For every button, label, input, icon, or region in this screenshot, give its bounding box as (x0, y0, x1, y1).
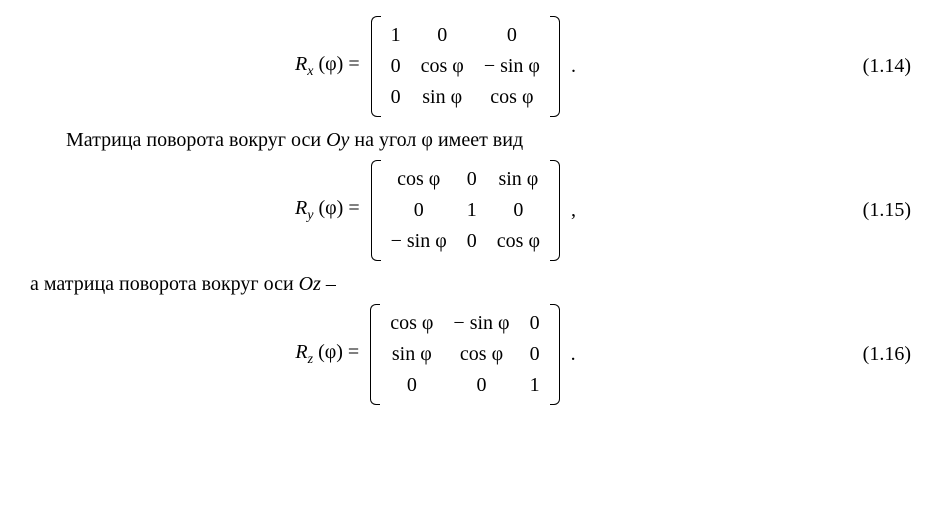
eq1-cell: 0 (381, 51, 411, 82)
para2-text1: а матрица поворота вокруг оси (30, 273, 299, 295)
eq3-cell: − sin φ (443, 308, 519, 339)
eq3-cell: 0 (443, 370, 519, 401)
eq2-punct: , (571, 197, 576, 224)
eq1-subscript: x (307, 64, 313, 79)
eq3-number: (1.16) (841, 341, 911, 368)
equation-1-content: Rx (φ) = 1 0 0 0 cos φ − sin φ 0 sin φ c… (30, 16, 841, 117)
eq1-cell: 0 (381, 82, 411, 113)
para1-text2: на угол (349, 129, 421, 151)
eq3-arg: (φ) = (318, 341, 359, 363)
eq1-cell: 0 (474, 20, 550, 51)
eq2-cell: cos φ (381, 164, 457, 195)
eq2-cell: 0 (487, 195, 550, 226)
eq3-cell: cos φ (443, 339, 519, 370)
eq3-cell: 0 (380, 370, 443, 401)
eq3-punct: . (571, 341, 576, 368)
equation-block-3: Rz (φ) = cos φ − sin φ 0 sin φ cos φ 0 0… (30, 304, 911, 405)
eq2-arg: (φ) = (318, 197, 359, 219)
eq2-number: (1.15) (841, 197, 911, 224)
eq2-cell: 0 (457, 164, 487, 195)
eq3-cell: 0 (520, 339, 550, 370)
eq1-cell: 0 (411, 20, 474, 51)
eq1-cell: cos φ (474, 82, 550, 113)
eq3-symbol: R (295, 341, 307, 363)
eq1-cell: cos φ (411, 51, 474, 82)
equation-block-2: Ry (φ) = cos φ 0 sin φ 0 1 0 − sin φ 0 c… (30, 160, 911, 261)
paragraph-2: а матрица поворота вокруг оси Oz – (30, 271, 911, 298)
para1-text1: Матрица поворота вокруг оси (66, 129, 326, 151)
equation-2-content: Ry (φ) = cos φ 0 sin φ 0 1 0 − sin φ 0 c… (30, 160, 841, 261)
eq3-cell: 0 (520, 308, 550, 339)
eq2-cell: 1 (457, 195, 487, 226)
eq2-symbol: R (295, 197, 307, 219)
para1-text3: имеет вид (433, 129, 523, 151)
para2-text2: – (321, 273, 336, 295)
eq2-cell: sin φ (487, 164, 550, 195)
eq2-cell: 0 (457, 226, 487, 257)
eq2-matrix: cos φ 0 sin φ 0 1 0 − sin φ 0 cos φ (371, 160, 560, 261)
eq3-cell: sin φ (380, 339, 443, 370)
eq1-cell: sin φ (411, 82, 474, 113)
eq3-matrix: cos φ − sin φ 0 sin φ cos φ 0 0 0 1 (370, 304, 559, 405)
eq3-cell: 1 (520, 370, 550, 401)
eq3-cell: cos φ (380, 308, 443, 339)
eq1-arg: (φ) = (318, 53, 359, 75)
eq2-cell: − sin φ (381, 226, 457, 257)
para1-axis: Oy (326, 129, 349, 151)
equation-block-1: Rx (φ) = 1 0 0 0 cos φ − sin φ 0 sin φ c… (30, 16, 911, 117)
para1-angle: φ (421, 129, 433, 151)
paragraph-1: Матрица поворота вокруг оси Oy на угол φ… (30, 127, 911, 154)
eq2-subscript: y (307, 208, 313, 223)
eq1-number: (1.14) (841, 53, 911, 80)
eq1-cell: 1 (381, 20, 411, 51)
eq2-cell: 0 (381, 195, 457, 226)
eq2-cell: cos φ (487, 226, 550, 257)
eq1-symbol: R (295, 53, 307, 75)
equation-3-content: Rz (φ) = cos φ − sin φ 0 sin φ cos φ 0 0… (30, 304, 841, 405)
eq1-punct: . (571, 53, 576, 80)
eq1-cell: − sin φ (474, 51, 550, 82)
eq1-matrix: 1 0 0 0 cos φ − sin φ 0 sin φ cos φ (371, 16, 560, 117)
para2-axis: Oz (299, 273, 321, 295)
eq3-subscript: z (308, 352, 313, 367)
